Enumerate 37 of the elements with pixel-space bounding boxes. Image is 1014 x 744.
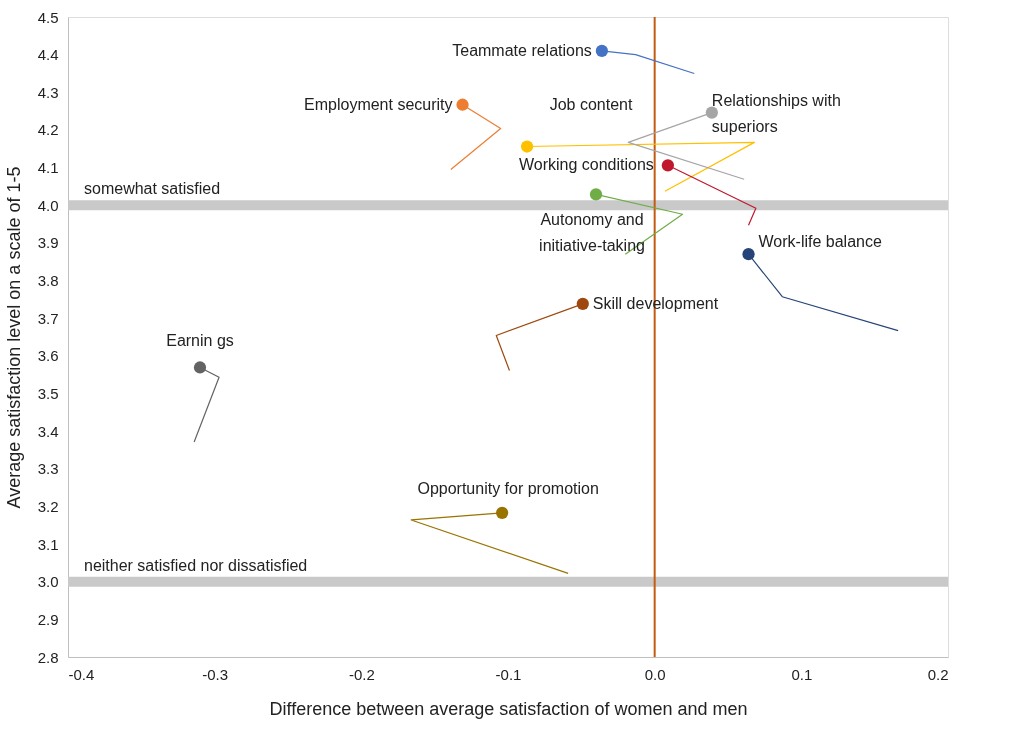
series-label: Opportunity for promotion xyxy=(417,479,599,497)
y-tick-label: 3.8 xyxy=(37,272,59,290)
y-tick-label: 3.1 xyxy=(37,535,59,553)
y-tick-label: 3.6 xyxy=(37,347,59,365)
x-tick-label: 0.1 xyxy=(791,665,813,683)
y-axis-title: Average satisfaction level on a scale of 1-5 xyxy=(3,166,24,509)
ref-line-label: neither satisfied nor dissatisfied xyxy=(84,556,308,574)
y-tick-label: 4.1 xyxy=(37,159,59,177)
y-tick-label: 3.3 xyxy=(37,460,59,478)
y-tick-label: 2.8 xyxy=(37,648,59,666)
x-tick-label: -0.4 xyxy=(68,665,95,683)
y-tick-label: 4.3 xyxy=(37,83,59,101)
text: Job content xyxy=(549,95,633,113)
y-tick-label: 3.4 xyxy=(37,422,59,440)
y-tick-label: 4.5 xyxy=(37,8,59,26)
series-label: Work-life balance xyxy=(758,233,882,251)
y-tick-label: 3.2 xyxy=(37,497,59,515)
series-label: Relationships with superiors xyxy=(711,91,841,135)
x-tick-label: -0.1 xyxy=(495,665,522,683)
y-tick-label: 2.9 xyxy=(37,610,59,628)
y-tick-label: 4.0 xyxy=(37,196,59,214)
x-tick-label: -0.3 xyxy=(202,665,229,683)
x-tick-label: 0.2 xyxy=(927,665,949,683)
y-tick-label: 3.5 xyxy=(37,384,59,402)
x-tick-label: 0.0 xyxy=(644,665,666,683)
x-tick-label: -0.2 xyxy=(348,665,375,683)
y-tick-label: 3.9 xyxy=(37,234,59,252)
ref-line-label: somewhat satisfied xyxy=(84,180,221,198)
y-tick-label: 4.4 xyxy=(37,46,59,64)
series-label: Employment security xyxy=(304,95,453,113)
y-tick-label: 4.2 xyxy=(37,121,59,139)
series-label: Earnin gs xyxy=(166,332,234,350)
y-tick-label: 3.7 xyxy=(37,309,59,327)
series-label: Working conditions xyxy=(518,156,654,174)
series-label: Teammate relations xyxy=(452,41,592,59)
y-tick-label: 3.0 xyxy=(37,573,59,591)
x-axis-title: Difference between average satisfaction of women and men xyxy=(269,698,748,719)
